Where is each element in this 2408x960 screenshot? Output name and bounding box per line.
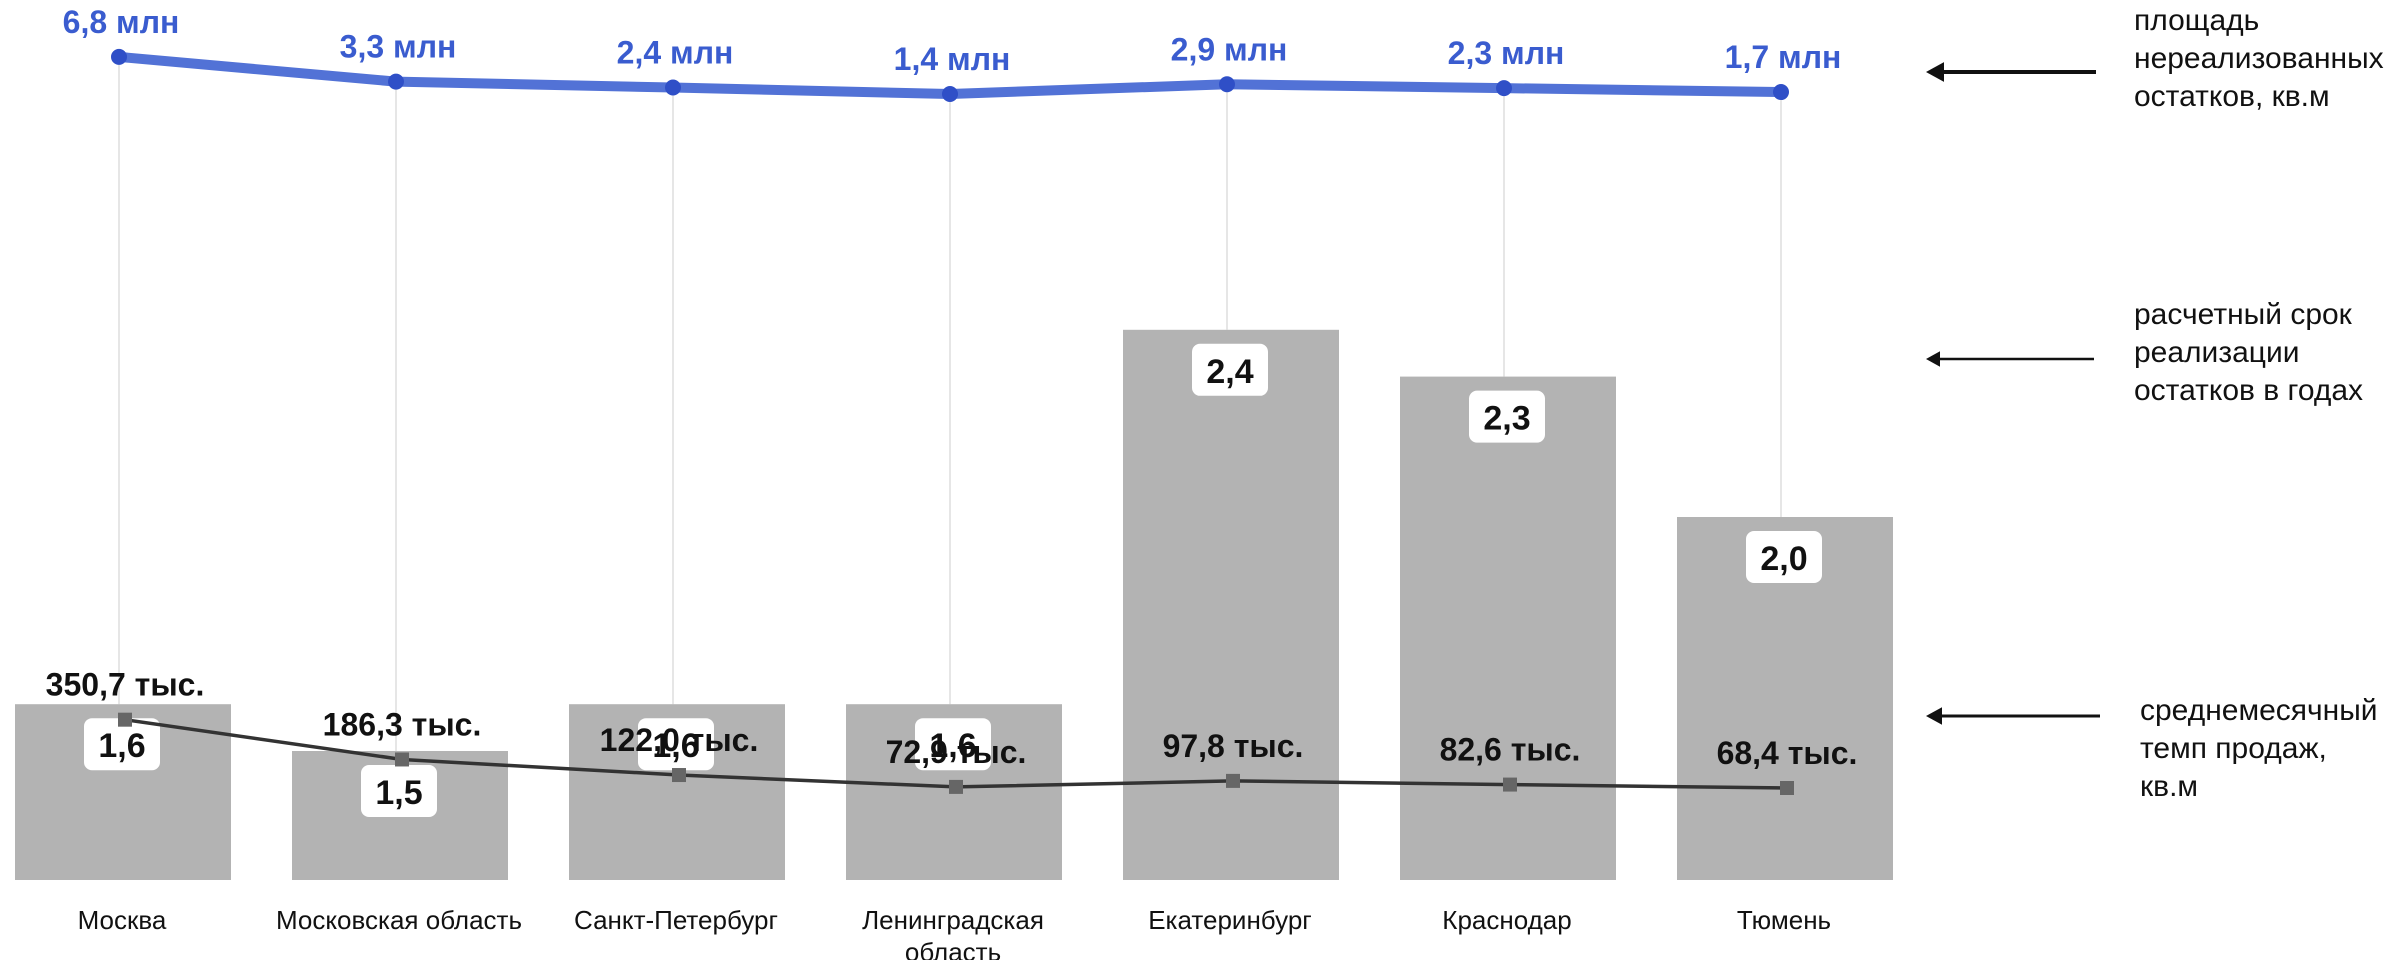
- area-point: [665, 79, 681, 96]
- category-label: Москва: [78, 905, 167, 935]
- legend-text-line: площадь: [2134, 4, 2260, 37]
- sales-value-label: 186,3 тыс.: [323, 706, 482, 742]
- area-line-series: 6,8 млн 3,3 млн 2,4 млн 1,4 млн 2,9 млн 2,3 м…: [63, 4, 1842, 102]
- category-label: Ленинградская область: [862, 905, 1044, 960]
- area-point: [111, 48, 127, 65]
- area-value-label: 2,4 млн: [617, 35, 734, 71]
- legend-text-line: среднемесячный: [2140, 694, 2378, 727]
- bar-value-label: 1,6: [652, 727, 699, 765]
- area-value-label: 3,3 млн: [340, 29, 457, 65]
- area-point: [1219, 76, 1235, 93]
- category-label: Екатеринбург: [1148, 905, 1312, 935]
- sales-value-label: 97,8 тыс.: [1163, 728, 1304, 764]
- legend-arrows: [1926, 62, 2100, 725]
- sales-point: [1226, 773, 1240, 788]
- sales-line-series: 350,7 тыс. 186,3 тыс. 122,0 тыс. 72,9 тыс. 9…: [46, 667, 1858, 795]
- legend-arrow-head: [1926, 351, 1940, 367]
- sales-point: [1780, 781, 1794, 795]
- category-label: Тюмень: [1737, 905, 1831, 935]
- category-labels: Москва Московская область Санкт-Петербург Л…: [78, 905, 1831, 960]
- bar-value-box: [84, 718, 160, 771]
- sales-value-label: 82,6 тыс.: [1440, 732, 1581, 768]
- area-value-label: 6,8 млн: [63, 4, 180, 40]
- guide-lines: [118, 56, 1782, 751]
- legend-term: расчетный срок реализации остатков в годах: [2134, 296, 2404, 410]
- category-label: Московская область: [276, 905, 522, 935]
- legend-text-line: кв.м: [2140, 770, 2199, 803]
- area-point: [1496, 80, 1512, 97]
- legend-area: площадь нереализованных остатков, кв.м: [2134, 2, 2404, 116]
- sales-point: [672, 768, 686, 783]
- legend-sales: среднемесячный темп продаж, кв.м: [2140, 692, 2408, 806]
- bar-value-label: 2,0: [1760, 540, 1807, 578]
- legend-text-line: расчетный срок: [2134, 298, 2352, 331]
- bar-value-label: 1,6: [929, 727, 976, 765]
- legend-text-line: остатков, кв.м: [2134, 80, 2330, 113]
- bar-value-box: [361, 765, 437, 817]
- sales-value-label: 68,4 тыс.: [1717, 735, 1858, 771]
- bar-value-label: 1,6: [98, 727, 145, 765]
- category-label: Краснодар: [1442, 905, 1571, 935]
- legend-arrow-head: [1926, 707, 1942, 725]
- bar: [1123, 329, 1339, 880]
- bar-value-label: 2,3: [1483, 400, 1530, 438]
- area-value-label: 2,3 млн: [1448, 35, 1565, 71]
- area-value-label: 2,9 млн: [1171, 31, 1288, 67]
- bar-value-box: [1192, 343, 1268, 396]
- legend-text-line: темп продаж,: [2140, 732, 2327, 765]
- area-point: [942, 86, 958, 102]
- bar-value-box: [915, 718, 991, 771]
- legend-text-line: реализации: [2134, 336, 2300, 369]
- area-point: [388, 73, 404, 90]
- area-point: [1773, 84, 1789, 101]
- legend-text-line: остатков в годах: [2134, 374, 2364, 407]
- bar-value-box: [638, 718, 714, 771]
- legend-arrow-head: [1926, 62, 1944, 82]
- sales-value-label: 72,9 тыс.: [886, 734, 1027, 770]
- sales-point: [1503, 777, 1517, 792]
- bar-value-box: [1469, 390, 1545, 443]
- sales-point: [949, 779, 963, 794]
- bars: [15, 329, 1893, 880]
- bar-value-labels: 1,6 1,5 1,6 1,6 2,4 2,3 2,0: [84, 343, 1822, 817]
- bar-value-label: 2,4: [1206, 353, 1253, 391]
- bar: [1400, 376, 1616, 880]
- bar-value-box: [1746, 531, 1822, 583]
- category-label: Санкт-Петербург: [574, 905, 778, 935]
- area-value-label: 1,7 млн: [1725, 39, 1842, 75]
- legend-text-line: нереализованных: [2134, 42, 2384, 75]
- sales-point: [395, 752, 409, 767]
- sales-value-label: 350,7 тыс.: [46, 667, 205, 703]
- area-value-label: 1,4 млн: [894, 41, 1011, 77]
- sales-point: [118, 712, 132, 727]
- sales-value-label: 122,0 тыс.: [600, 722, 759, 758]
- bar-value-label: 1,5: [375, 774, 422, 812]
